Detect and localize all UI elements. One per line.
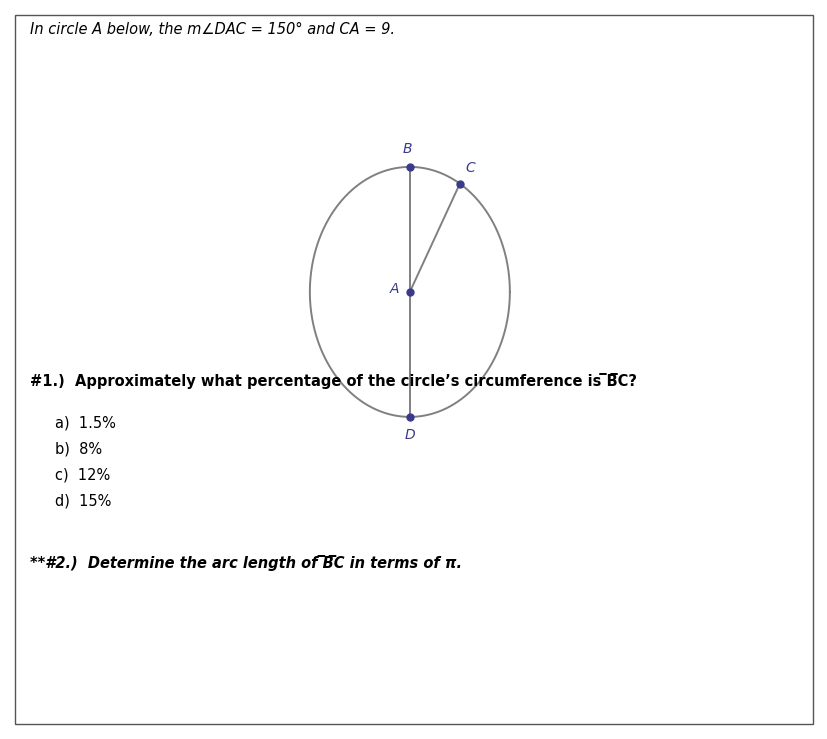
Text: **#2.)  Determine the arc length of ̅B̅C in terms of π.: **#2.) Determine the arc length of ̅B̅C … — [30, 555, 461, 571]
Text: b)  8%: b) 8% — [55, 441, 102, 456]
Text: In circle ​A​ below, the ​m∠DAC​ = 150° and ​CA​ = 9.: In circle ​A​ below, the ​m∠DAC​ = 150° … — [30, 22, 394, 37]
Text: #1.)  Approximately what percentage of the circle’s circumference is ̅B̅C?: #1.) Approximately what percentage of th… — [30, 373, 636, 389]
Text: a)  1.5%: a) 1.5% — [55, 415, 116, 430]
Text: C: C — [465, 161, 475, 175]
Text: B: B — [403, 142, 412, 156]
Text: c)  12%: c) 12% — [55, 467, 110, 482]
Text: d)  15%: d) 15% — [55, 493, 112, 508]
Text: A: A — [389, 282, 399, 296]
Text: D: D — [404, 428, 414, 442]
